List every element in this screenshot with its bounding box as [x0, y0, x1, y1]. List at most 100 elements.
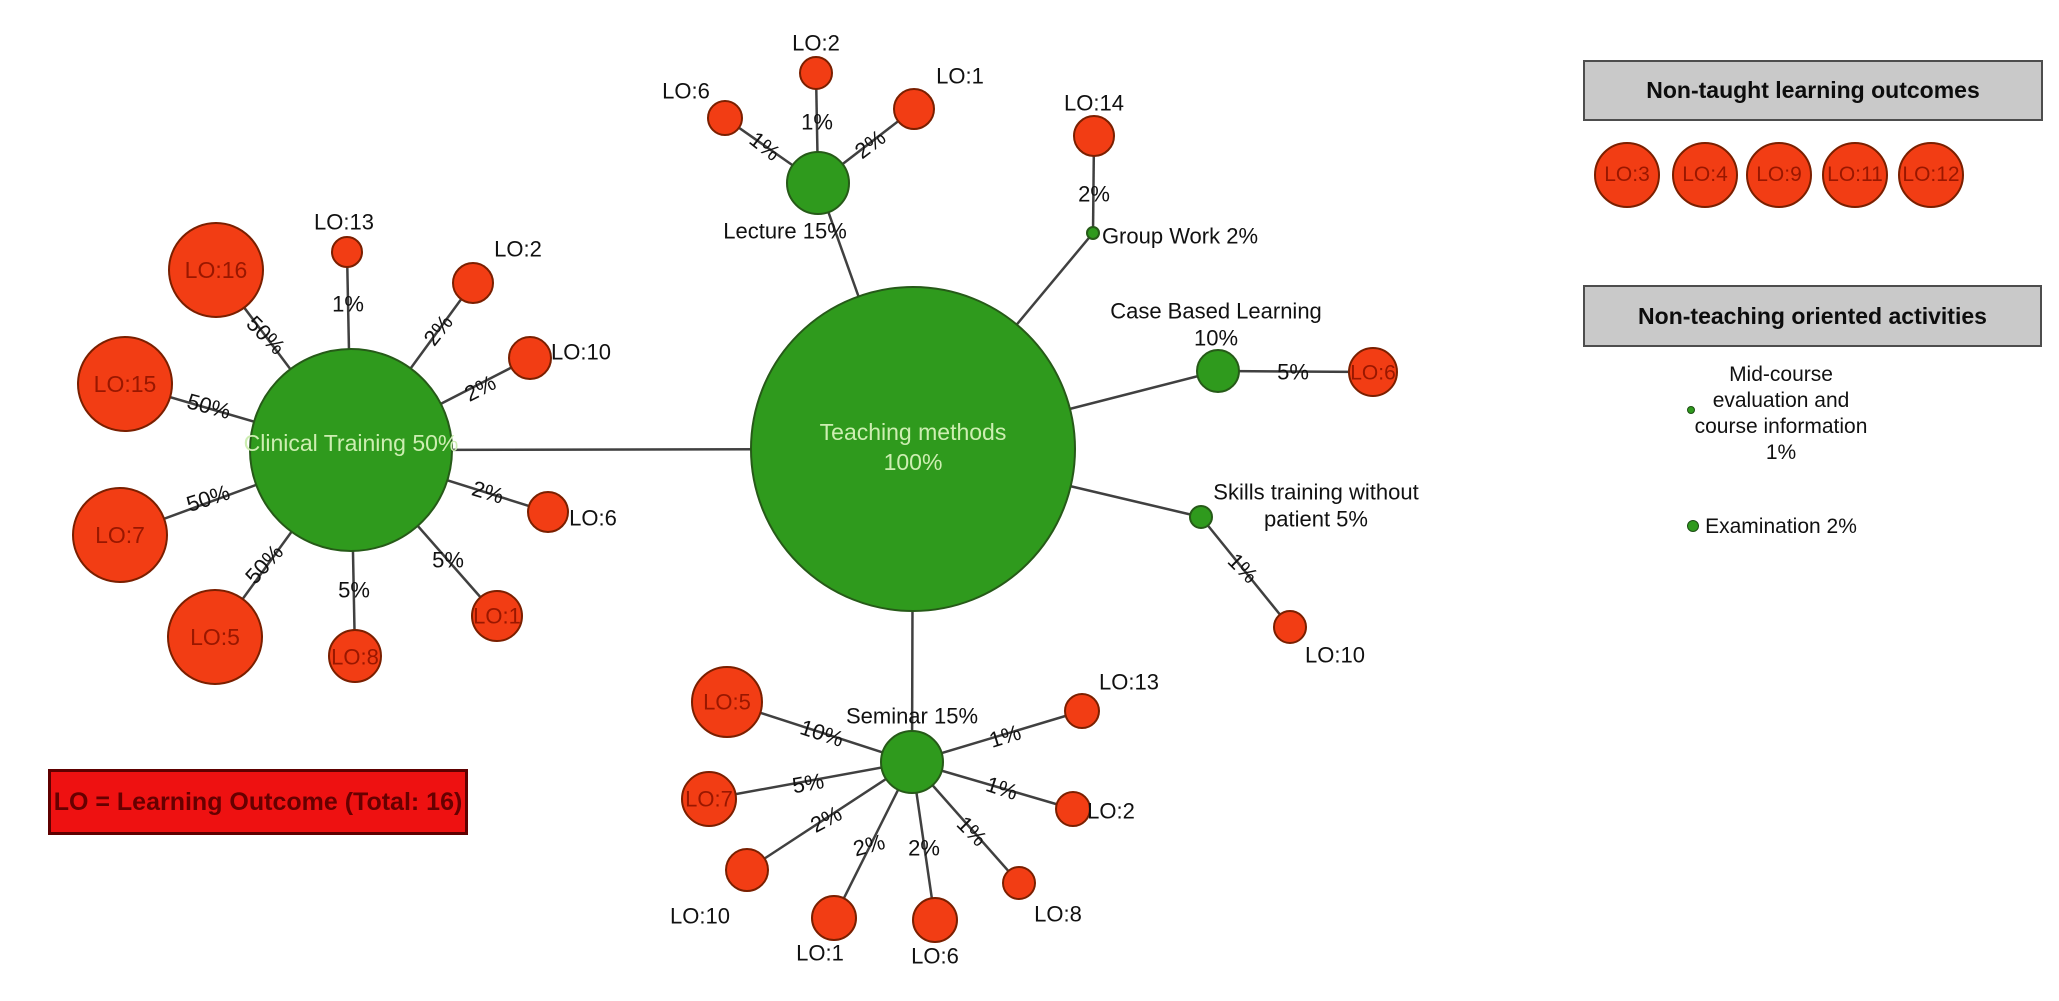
edge-label-clinical-cl-lo16: 50%	[241, 311, 290, 360]
node-cbl	[1196, 349, 1240, 393]
edge-seminar-sem-lo7	[708, 760, 913, 801]
node-cl-lo6	[527, 491, 569, 533]
mid-course-evaluation-dot	[1687, 406, 1695, 414]
edge-label-seminar-sem-lo7: 5%	[790, 768, 826, 798]
node-lec-lo1	[893, 88, 935, 130]
node-cl-lo16	[168, 222, 264, 318]
node-skills	[1189, 505, 1213, 529]
node-sem-lo1	[811, 895, 857, 941]
edge-label-clinical-cl-lo7: 50%	[183, 479, 233, 516]
cl-lo10-label: LO:10	[551, 340, 611, 365]
node-cl-lo2	[452, 262, 494, 304]
seminar-title: Seminar 15%	[846, 704, 978, 729]
node-lo14	[1073, 115, 1115, 157]
non-taught-circle-lo-4: LO:4	[1672, 142, 1738, 208]
lec-lo1-label: LO:1	[936, 64, 984, 89]
cl-lo15-label: LO:15	[94, 371, 157, 397]
edge-label-clinical-cl-lo2: 2%	[419, 310, 458, 350]
edge-label-cbl-cbl-lo6: 5%	[1277, 360, 1309, 385]
edge-label-seminar-sem-lo5: 10%	[797, 714, 847, 751]
edge-label-clinical-cl-lo1: 5%	[432, 548, 464, 573]
groupwork-title: Group Work 2%	[1102, 224, 1258, 249]
non-taught-circle-lo-11: LO:11	[1822, 142, 1888, 208]
node-clinical	[249, 348, 453, 552]
lec-lo6-label: LO:6	[662, 79, 710, 104]
non-teaching-legend-header: Non-teaching oriented activities	[1583, 285, 2042, 347]
non-taught-legend-title: Non-taught learning outcomes	[1646, 77, 1980, 103]
cbl-title-line2: 10%	[1194, 326, 1238, 351]
non-taught-circle-lo-9: LO:9	[1746, 142, 1812, 208]
sem-lo2-label: LO:2	[1087, 799, 1135, 824]
sem-lo10-label: LO:10	[670, 904, 730, 929]
node-teaching	[750, 286, 1076, 612]
sem-lo13-label: LO:13	[1099, 670, 1159, 695]
edge-seminar-sem-lo10	[746, 760, 913, 872]
sem-lo5-label: LO:5	[703, 690, 751, 715]
teaching-title-line2: 100%	[884, 449, 943, 475]
teaching-title-line1: Teaching methods	[820, 419, 1007, 445]
cl-lo8-label: LO:8	[331, 645, 379, 670]
node-sem-lo8	[1002, 866, 1036, 900]
node-sem-lo6	[912, 897, 958, 943]
edge-label-gw-dot-lo14: 2%	[1078, 182, 1110, 207]
node-sem-lo5	[691, 666, 763, 738]
node-gw-dot	[1086, 226, 1100, 240]
node-cl-lo1	[471, 590, 523, 642]
cl-lo13-label: LO:13	[314, 210, 374, 235]
sk-lo10-label: LO:10	[1305, 643, 1365, 668]
edge-label-clinical-cl-lo6: 2%	[469, 476, 507, 509]
non-taught-legend-header: Non-taught learning outcomes	[1583, 60, 2043, 121]
edge-label-seminar-sem-lo1: 2%	[850, 829, 887, 861]
sem-lo6-label: LO:6	[911, 944, 959, 969]
lecture-title: Lecture 15%	[723, 219, 847, 244]
edge-label-lecture-lec-lo6: 1%	[745, 127, 785, 166]
non-teaching-legend-title: Non-teaching oriented activities	[1638, 302, 1987, 329]
edge-skills-sk-lo10	[1200, 516, 1291, 628]
sem-lo7-label: LO:7	[685, 787, 733, 812]
cl-lo6-label: LO:6	[569, 506, 617, 531]
node-sem-lo10	[725, 848, 769, 892]
edge-label-seminar-sem-lo6: 2%	[908, 836, 940, 861]
edge-label-skills-sk-lo10: 1%	[1223, 548, 1263, 588]
cl-lo7-label: LO:7	[95, 522, 145, 548]
node-lec-lo6	[707, 100, 743, 136]
edge-label-clinical-cl-lo8: 5%	[338, 578, 370, 603]
node-cl-lo8	[328, 629, 382, 683]
node-cl-lo10	[508, 336, 552, 380]
skills-title-line1: Skills training without	[1213, 480, 1418, 505]
non-taught-circle-lo-3: LO:3	[1594, 142, 1660, 208]
cl-lo1-label: LO:1	[473, 604, 521, 629]
node-cl-lo13	[331, 236, 363, 268]
learning-outcome-note-box: LO = Learning Outcome (Total: 16)	[48, 769, 468, 835]
examination-label: Examination 2%	[1705, 515, 1857, 538]
edge-label-seminar-sem-lo13: 1%	[986, 720, 1024, 753]
cl-lo16-label: LO:16	[185, 257, 248, 283]
node-sem-lo2	[1055, 791, 1091, 827]
lec-lo2-label: LO:2	[792, 31, 840, 56]
examination-dot	[1687, 520, 1699, 532]
sem-lo8-label: LO:8	[1034, 902, 1082, 927]
edge-label-clinical-cl-lo15: 50%	[184, 388, 233, 424]
edge-label-seminar-sem-lo10: 2%	[806, 801, 846, 838]
cl-lo2-label: LO:2	[494, 237, 542, 262]
node-lec-lo2	[799, 56, 833, 90]
skills-title-line2: patient 5%	[1264, 507, 1368, 532]
cbl-title-line1: Case Based Learning	[1110, 299, 1322, 324]
cl-lo5-label: LO:5	[190, 624, 240, 650]
cbl-lo6-label: LO:6	[1350, 361, 1396, 384]
node-sk-lo10	[1273, 610, 1307, 644]
learning-outcome-note-text: LO = Learning Outcome (Total: 16)	[53, 787, 463, 816]
node-sem-lo13	[1064, 693, 1100, 729]
clinical-title: Clinical Training 50%	[244, 430, 459, 456]
node-cl-lo5	[167, 589, 263, 685]
edge-cbl-cbl-lo6	[1217, 369, 1374, 374]
sem-lo1-label: LO:1	[796, 941, 844, 966]
non-taught-circle-lo-12: LO:12	[1898, 142, 1964, 208]
node-cl-lo15	[77, 336, 173, 432]
edge-label-lecture-lec-lo2: 1%	[801, 110, 833, 135]
node-seminar	[880, 730, 944, 794]
lo14-label: LO:14	[1064, 91, 1124, 116]
node-sem-lo7	[681, 771, 737, 827]
